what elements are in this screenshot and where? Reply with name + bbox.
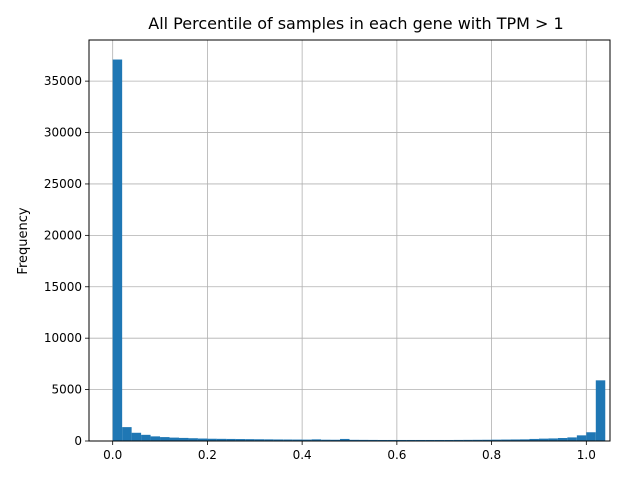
histogram-bar	[235, 439, 246, 441]
histogram-bar	[349, 439, 359, 441]
histogram-bar	[548, 438, 558, 441]
x-tick-label: 0.4	[293, 448, 312, 462]
histogram-bar	[501, 439, 511, 441]
histogram-bar	[178, 437, 189, 441]
histogram-bar	[368, 439, 378, 441]
histogram-bar	[311, 439, 322, 441]
y-tick-label: 20000	[44, 228, 82, 242]
histogram-bar	[387, 439, 397, 441]
histogram-bar	[197, 438, 208, 441]
x-axis: 0.0 0.2 0.4 0.6 0.8 1.0	[103, 441, 596, 462]
grid	[89, 40, 610, 442]
y-tick-label: 25000	[44, 177, 82, 191]
y-axis: 0 5000 10000 15000 20000 25000 30000 35000	[44, 74, 89, 448]
histogram-bar	[444, 439, 454, 441]
histogram-bar	[453, 439, 464, 441]
histogram-bar	[520, 439, 530, 441]
x-tick-label: 0.2	[198, 448, 217, 462]
histogram-bar	[415, 439, 426, 441]
histogram-bar	[463, 439, 473, 441]
histogram-bar	[292, 439, 303, 441]
histogram-bar	[472, 439, 483, 441]
y-axis-label: Frequency	[16, 207, 31, 274]
histogram-bar	[273, 439, 284, 441]
plot-frame	[88, 39, 611, 442]
histogram-bar	[576, 435, 587, 441]
histogram-bar	[283, 439, 293, 441]
y-tick-label: 10000	[44, 331, 82, 345]
histogram-bar	[264, 439, 274, 441]
histogram-bar	[529, 438, 539, 441]
histogram-bar	[122, 427, 132, 441]
x-tick-label: 0.6	[387, 448, 406, 462]
histogram-bar	[358, 439, 369, 441]
histogram-bar	[112, 59, 123, 442]
histogram-bar	[491, 439, 502, 441]
histogram-bar	[482, 439, 492, 441]
histogram-bar	[406, 439, 416, 441]
x-tick-label: 0.8	[482, 448, 501, 462]
histogram-bar	[425, 439, 435, 441]
histogram-bar	[141, 434, 151, 441]
histogram-bar	[160, 437, 170, 441]
histogram-bar	[321, 439, 331, 441]
chart-title: All Percentile of samples in each gene w…	[148, 14, 563, 33]
histogram-bar	[226, 438, 236, 441]
histogram-bar	[207, 438, 217, 441]
y-tick-label: 35000	[44, 74, 82, 88]
histogram-bar	[188, 438, 198, 441]
histogram-bar	[595, 380, 606, 441]
histogram-bar	[340, 438, 350, 441]
histogram-bar	[434, 439, 445, 441]
histogram-bar	[510, 439, 521, 441]
y-tick-label: 15000	[44, 280, 82, 294]
histogram-bar	[538, 438, 549, 441]
histogram-bar	[150, 436, 161, 441]
histogram-bar	[330, 439, 341, 441]
y-tick-label: 30000	[44, 126, 82, 140]
histogram-bar	[557, 438, 568, 441]
histogram-bar	[169, 437, 179, 441]
histogram-bar	[377, 439, 388, 441]
histogram-bar	[254, 439, 265, 441]
x-tick-label: 0.0	[103, 448, 122, 462]
y-tick-label: 0	[74, 434, 82, 448]
histogram-bar	[567, 437, 577, 441]
histogram-bar	[216, 438, 227, 441]
histogram-bar	[302, 439, 312, 441]
histogram-bar	[245, 439, 255, 441]
x-tick-label: 1.0	[577, 448, 596, 462]
histogram-bar	[131, 432, 142, 441]
bars	[112, 59, 606, 442]
y-tick-label: 5000	[51, 383, 82, 397]
histogram-bar	[586, 432, 596, 441]
histogram-bar	[396, 439, 407, 441]
